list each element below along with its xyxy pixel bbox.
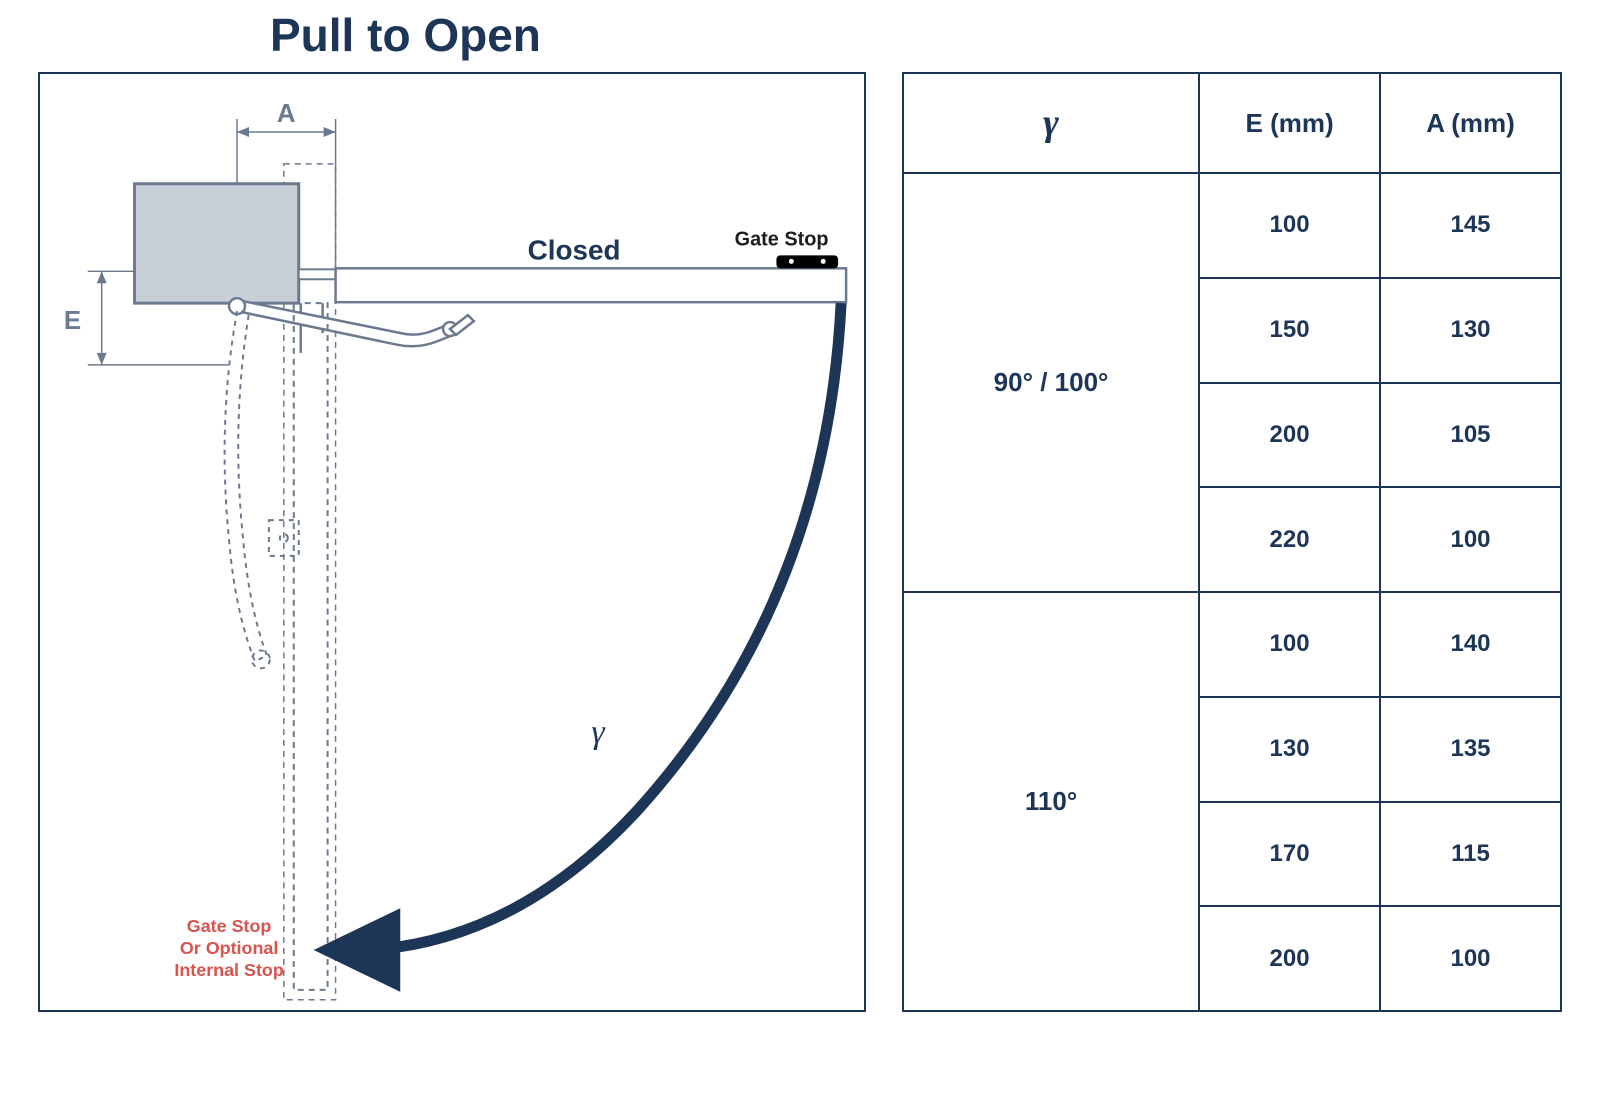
table: γ E (mm) A (mm) 90° / 100°10014515013020… [902,72,1562,1012]
motor-shaft [299,269,336,279]
gate-stop-top-label: Gate Stop [735,228,829,250]
table-row: 90° / 100°100145 [903,173,1561,278]
cell-e: 220 [1199,487,1380,592]
red-stop-text: Gate Stop Or Optional Internal Stop [174,916,283,980]
th-a: A (mm) [1380,73,1561,173]
cell-a: 100 [1380,906,1561,1011]
gate-open [294,303,328,990]
dim-E-label: E [64,307,81,335]
motor-box [135,184,299,303]
cell-a: 115 [1380,802,1561,907]
th-gamma: γ [903,73,1199,173]
gate-closed [336,268,847,302]
cell-e: 100 [1199,173,1380,278]
angle-cell: 90° / 100° [903,173,1199,592]
cell-a: 140 [1380,592,1561,697]
cell-e: 200 [1199,383,1380,488]
cell-e: 150 [1199,278,1380,383]
angle-cell: 110° [903,592,1199,1011]
cell-e: 170 [1199,802,1380,907]
cell-a: 100 [1380,487,1561,592]
cell-a: 145 [1380,173,1561,278]
dimensions-table: γ E (mm) A (mm) 90° / 100°10014515013020… [902,72,1562,1012]
gamma-label: γ [591,714,606,751]
svg-text:Internal Stop: Internal Stop [174,960,283,980]
cell-a: 130 [1380,278,1561,383]
table-row: 110°100140 [903,592,1561,697]
cell-e: 100 [1199,592,1380,697]
closed-label: Closed [528,234,621,265]
cell-a: 135 [1380,697,1561,802]
cell-e: 200 [1199,906,1380,1011]
swing-arc: γ [314,303,841,992]
dim-A-label: A [277,100,296,128]
table-body: 90° / 100°100145150130200105220100110°10… [903,173,1561,1011]
gate-stop-top: Gate Stop [735,228,838,268]
table-header-row: γ E (mm) A (mm) [903,73,1561,173]
arm-closed [229,298,474,346]
svg-text:Or Optional: Or Optional [180,938,278,958]
page-title: Pull to Open [270,8,541,62]
arm-open [225,311,299,668]
cell-a: 105 [1380,383,1561,488]
diagram-panel: A Closed Gate Stop [38,72,866,1012]
svg-text:Gate Stop: Gate Stop [187,916,272,936]
th-e: E (mm) [1199,73,1380,173]
cell-e: 130 [1199,697,1380,802]
diagram-svg: A Closed Gate Stop [40,74,864,1010]
